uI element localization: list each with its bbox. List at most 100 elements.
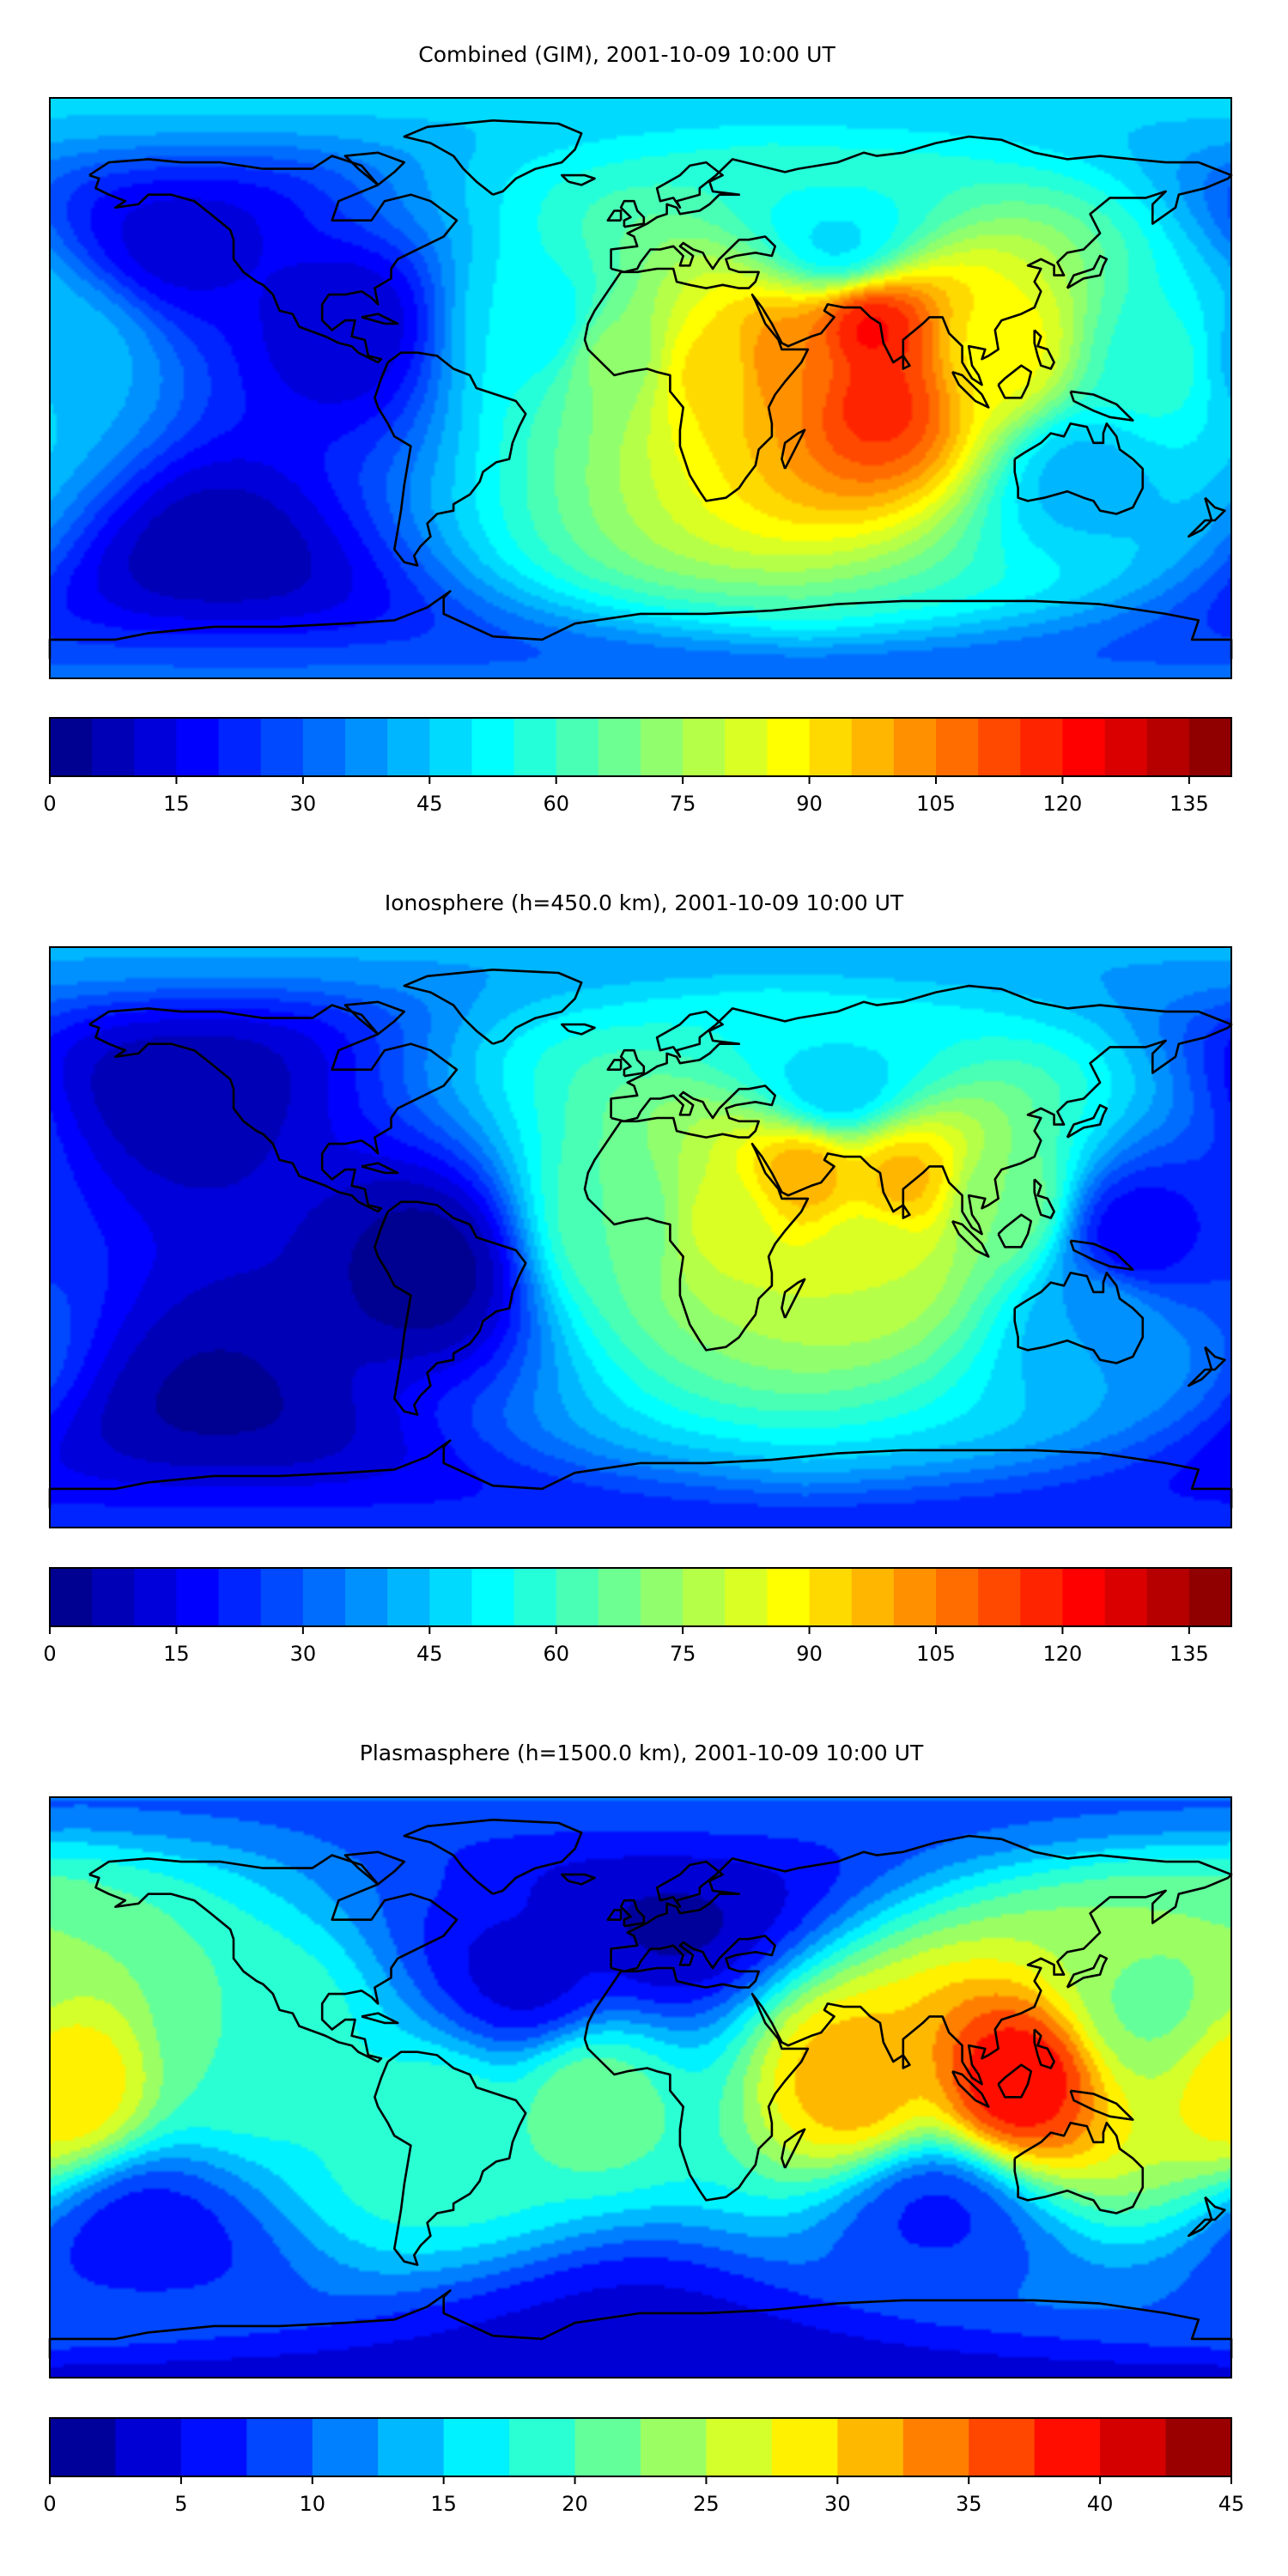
colorbar-tick-label: 105 xyxy=(916,1642,956,1666)
colorbar-swatch xyxy=(345,1568,388,1626)
tec-heatmap xyxy=(50,98,1231,678)
colorbar-swatch xyxy=(50,718,93,776)
colorbar-swatch xyxy=(443,2418,510,2476)
baffin-island-coastline xyxy=(343,151,406,186)
colorbar-tick-label: 40 xyxy=(1087,2492,1114,2516)
japan-coastline xyxy=(1066,1103,1109,1139)
ireland-coastline xyxy=(606,210,623,222)
colorbar-swatch xyxy=(1146,1568,1190,1626)
madagascar-coastline xyxy=(781,428,806,470)
borneo-coastline xyxy=(997,1213,1033,1249)
south-america-coastline xyxy=(374,351,527,567)
panel-combined: Combined (GIM), 2001-10-09 10:00 UT 0 15 3… xyxy=(43,42,1233,816)
colorbar-tick-label: 45 xyxy=(1218,2492,1245,2516)
colorbar-swatch xyxy=(176,1568,220,1626)
colorbar: 0 15 30 45 60 75 90 105 120 135 xyxy=(43,1567,1232,1666)
baffin-island-coastline xyxy=(343,1000,406,1036)
borneo-coastline xyxy=(997,2063,1033,2099)
colorbar-swatch xyxy=(771,2418,838,2476)
colorbar-swatch xyxy=(176,718,220,776)
colorbar-swatch xyxy=(1062,1568,1106,1626)
new-zealand-coastline xyxy=(1188,1346,1226,1388)
colorbar-swatch xyxy=(574,2418,641,2476)
colorbar-swatch xyxy=(260,1568,304,1626)
colorbar-swatch xyxy=(1020,1568,1064,1626)
colorbar-swatch xyxy=(471,718,515,776)
colorbar-tick-label: 60 xyxy=(543,1642,569,1666)
colorbar-tick-label: 35 xyxy=(956,2492,982,2516)
borneo-coastline xyxy=(997,364,1033,399)
colorbar-swatch xyxy=(218,1568,262,1626)
map-frame xyxy=(49,946,1232,1528)
north-america-coastline xyxy=(88,155,459,364)
colorbar-tick-label: 120 xyxy=(1043,792,1083,816)
colorbar-tick-label: 15 xyxy=(163,792,190,816)
iceland-coastline xyxy=(561,1023,596,1036)
map-area xyxy=(48,97,1233,679)
colorbar-tick-label: 0 xyxy=(43,1642,56,1666)
greenland-coastline xyxy=(403,1819,583,1895)
colorbar: 0 15 30 45 60 75 90 105 120 135 xyxy=(43,717,1232,816)
tec-heatmap xyxy=(50,1797,1231,2378)
colorbar-swatch xyxy=(387,1568,430,1626)
colorbar-swatch xyxy=(387,718,430,776)
colorbar-swatch xyxy=(302,1568,346,1626)
colorbar-swatch xyxy=(345,718,388,776)
colorbar-swatch xyxy=(706,2418,773,2476)
greenland-coastline xyxy=(403,119,583,196)
colorbar: 0 5 10 15 20 25 30 35 40 45 xyxy=(43,2417,1245,2516)
colorbar-swatch xyxy=(893,1568,937,1626)
colorbar-swatch xyxy=(893,718,937,776)
colorbar-tick-label: 60 xyxy=(543,792,569,816)
philippines-coastline xyxy=(1033,329,1055,370)
colorbar-tick-label: 15 xyxy=(163,1642,190,1666)
colorbar-swatch xyxy=(429,718,473,776)
philippines-coastline xyxy=(1033,2028,1055,2069)
colorbar-swatch xyxy=(50,2418,117,2476)
ireland-coastline xyxy=(606,1909,623,1921)
colorbar-swatch xyxy=(641,1568,683,1626)
eurasia-africa-coastline xyxy=(583,1834,1233,2202)
colorbar-swatch xyxy=(134,1568,178,1626)
colorbar-swatch xyxy=(50,1568,93,1626)
colorbar-swatch xyxy=(378,2418,445,2476)
antarctica-coastline xyxy=(48,1439,1233,1509)
colorbar-frame xyxy=(49,2417,1232,2477)
colorbar-tick-label: 30 xyxy=(824,2492,851,2516)
colorbar-tick-label: 45 xyxy=(416,1642,443,1666)
colorbar-tick-label: 20 xyxy=(562,2492,588,2516)
new-guinea-coastline xyxy=(1069,390,1134,422)
colorbar-swatch xyxy=(429,1568,473,1626)
coastlines xyxy=(48,119,1233,659)
iceland-coastline xyxy=(561,173,596,186)
colorbar-swatch xyxy=(180,2418,247,2476)
colorbar-swatch xyxy=(767,718,811,776)
colorbar-swatch xyxy=(809,718,853,776)
colorbar-tick-label: 75 xyxy=(670,792,696,816)
madagascar-coastline xyxy=(781,2128,806,2169)
colorbar-swatch xyxy=(302,718,346,776)
colorbar-swatch xyxy=(851,1568,895,1626)
colorbar-frame xyxy=(49,1567,1232,1627)
colorbar-swatch xyxy=(969,2418,1036,2476)
new-zealand-coastline xyxy=(1188,2196,1226,2238)
iceland-coastline xyxy=(561,1873,596,1886)
colorbar-swatch xyxy=(92,1568,135,1626)
colorbar-tick-label: 90 xyxy=(796,1642,823,1666)
panel-title: Plasmasphere (h=1500.0 km), 2001-10-09 1… xyxy=(360,1741,924,1765)
colorbar-swatch xyxy=(1104,718,1148,776)
colorbar-tick-label: 45 xyxy=(416,792,443,816)
colorbar-swatch xyxy=(513,1568,557,1626)
colorbar-swatch xyxy=(556,718,599,776)
sumatra-coastline xyxy=(951,1219,990,1258)
colorbar-swatch xyxy=(809,1568,853,1626)
map-area xyxy=(48,1796,1233,2379)
coastlines xyxy=(48,969,1233,1509)
colorbar-swatch xyxy=(1062,718,1106,776)
cuba-coastline xyxy=(361,2012,399,2025)
colorbar-swatch xyxy=(851,718,895,776)
antarctica-coastline xyxy=(48,590,1233,659)
map-frame xyxy=(49,1796,1232,2379)
colorbar-swatch xyxy=(902,2418,969,2476)
panel-title: Combined (GIM), 2001-10-09 10:00 UT xyxy=(418,42,835,67)
